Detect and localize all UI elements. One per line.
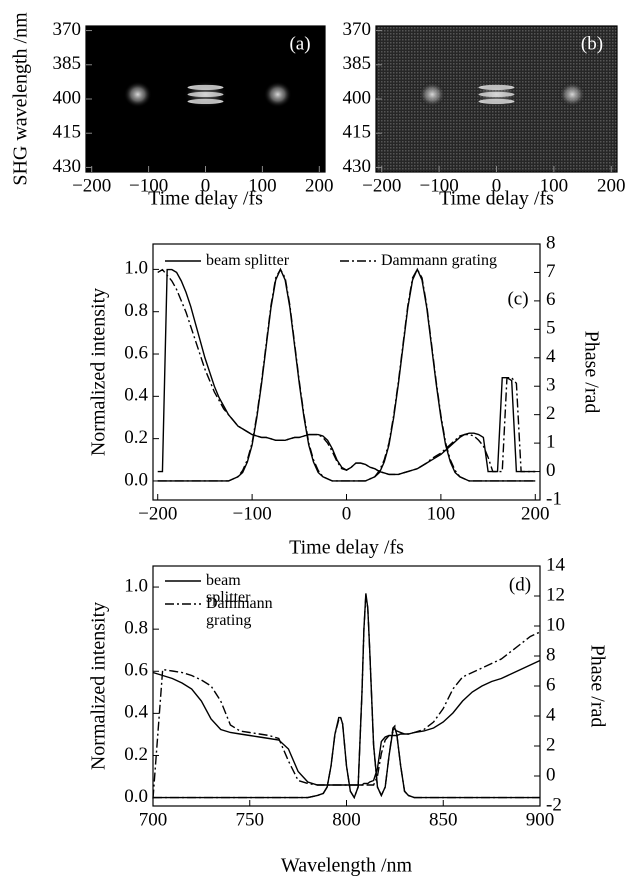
x-tick-label: 100 [248,175,277,196]
y-tick-label: 385 [53,53,82,74]
series-line [157,267,536,482]
y2-tick-label: 4 [546,346,556,367]
y2-tick-label: 1 [546,431,556,452]
legend-label: Dammann grating [206,595,273,629]
y2-tick-label: 14 [546,554,566,575]
y2-tick-label: -2 [546,794,562,815]
y2-tick-label: 8 [546,232,556,253]
y-tick-label: 385 [343,53,372,74]
y2-tick-label: 4 [546,704,556,725]
x-axis-label: Time delay /fs [148,188,263,210]
panel-label: (a) [289,33,310,54]
x-tick-label: −100 [420,175,459,196]
legend-label: beam splitter [206,572,251,606]
plot-frame [152,243,541,501]
x-tick-label: −100 [233,503,272,524]
y-tick-label: 1.0 [124,575,148,596]
y-tick-label: 370 [343,19,372,40]
x-axis-label: Time delay /fs [289,537,404,559]
blob [263,81,292,108]
y2-tick-label: 7 [546,261,556,282]
fringe-glow [474,80,519,109]
y-tick-label: 0.2 [124,744,148,765]
spot [183,80,228,109]
y-axis-label: Normalized intensity [88,288,110,456]
y-tick-label: 0.8 [124,618,148,639]
y-tick-label: 0.8 [124,300,148,321]
spot [474,80,519,109]
series-line [157,267,536,482]
y-tick-label: 370 [53,19,82,40]
y-tick-label: 0.0 [124,469,148,490]
panel-label: (c) [507,288,528,309]
x-tick-label: 750 [236,809,265,830]
y2-tick-label: 12 [546,584,565,605]
y-tick-label: 0.6 [124,342,148,363]
y2-tick-label: 3 [546,375,556,396]
blob [418,81,447,108]
y2-tick-label: -1 [546,488,562,509]
y2-tick-label: 0 [546,460,556,481]
y-tick-label: 400 [343,87,372,108]
y2-axis-label: Phase /rad [586,645,608,728]
x-tick-label: 0 [201,175,211,196]
x-tick-label: 850 [429,809,458,830]
spot [558,81,587,108]
legend-label: Dammann grating [381,252,497,269]
y-tick-label: 0.6 [124,660,148,681]
x-axis-label: Time delay /fs [439,188,554,210]
y-axis-label: SHG wavelength /nm [10,12,32,186]
y-tick-label: 1.0 [124,258,148,279]
y2-tick-label: 2 [546,734,556,755]
y2-tick-label: 2 [546,403,556,424]
panel-label: (b) [581,33,603,54]
x-tick-label: 200 [305,175,334,196]
y-tick-label: 0.0 [124,786,148,807]
series-line [157,268,536,476]
y2-tick-label: 5 [546,318,556,339]
x-tick-label: 100 [540,175,569,196]
series-line [157,268,536,476]
x-tick-label: −200 [362,175,401,196]
x-tick-label: 700 [139,809,168,830]
blob [558,81,587,108]
x-tick-label: −200 [72,175,111,196]
x-tick-label: −200 [138,503,177,524]
x-tick-label: 100 [427,503,456,524]
blob [123,81,152,108]
y-tick-label: 415 [53,122,82,143]
y-tick-label: 430 [343,156,372,177]
spot [123,81,152,108]
series-line [152,631,541,799]
x-tick-label: 0 [492,175,502,196]
fringe-glow [183,80,228,109]
x-tick-label: −100 [129,175,168,196]
y-tick-label: 415 [343,122,372,143]
panel-label: (d) [509,574,531,595]
x-tick-label: 200 [597,175,626,196]
spot [263,81,292,108]
y-tick-label: 400 [53,87,82,108]
y-tick-label: 0.4 [124,702,148,723]
series-line [153,595,540,800]
y2-tick-label: 8 [546,644,556,665]
legend-label: beam splitter [206,252,290,269]
y-tick-label: 0.2 [124,427,148,448]
y2-tick-label: 0 [546,764,556,785]
y-axis-label: Normalized intensity [88,602,110,770]
y2-tick-label: 6 [546,289,556,310]
y2-tick-label: 6 [546,674,556,695]
x-tick-label: 0 [342,503,352,524]
spot [418,81,447,108]
x-tick-label: 800 [332,809,361,830]
y2-axis-label: Phase /rad [580,331,602,414]
x-tick-label: 200 [521,503,550,524]
x-tick-label: 900 [526,809,555,830]
y-tick-label: 0.4 [124,385,148,406]
y-tick-label: 430 [53,156,82,177]
y2-tick-label: 10 [546,614,565,635]
x-axis-label: Wavelength /nm [281,855,413,877]
